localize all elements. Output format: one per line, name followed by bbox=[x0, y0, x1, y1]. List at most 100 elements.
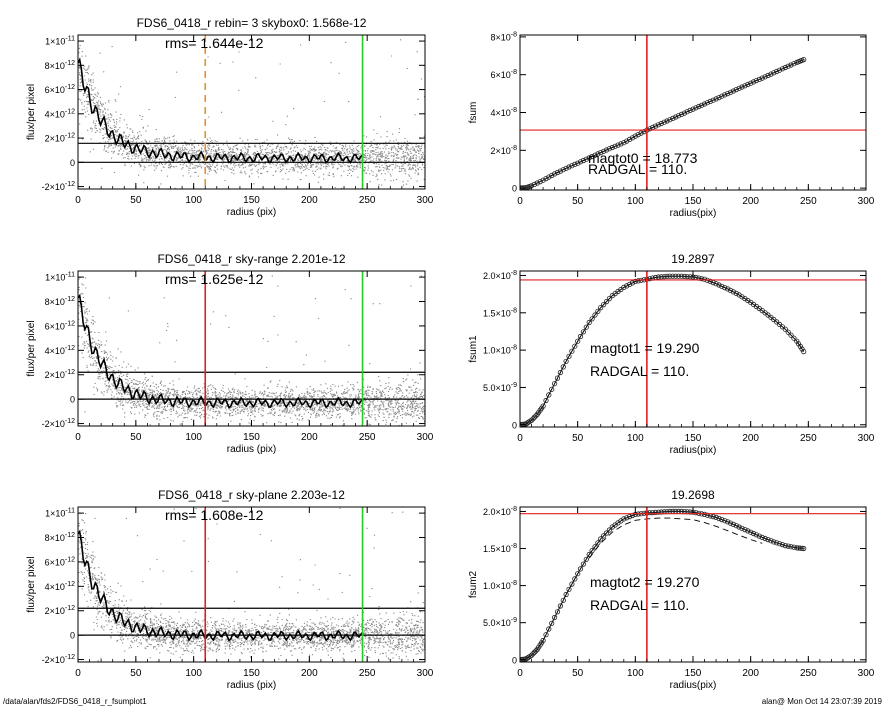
curve-marker bbox=[719, 93, 725, 99]
curve-marker bbox=[739, 525, 745, 531]
chart-annotation: rms= 1.644e-12 bbox=[165, 35, 264, 51]
y-tick-label: 0 bbox=[512, 184, 517, 194]
curve-marker bbox=[773, 68, 780, 75]
curve-marker bbox=[530, 651, 536, 657]
curve-marker bbox=[580, 329, 587, 335]
y-axis-label: flux/per pixel bbox=[26, 84, 37, 140]
curve-marker bbox=[678, 111, 685, 118]
curve-marker bbox=[575, 338, 581, 344]
curve-marker bbox=[788, 62, 794, 68]
chart-annotation: rms= 1.608e-12 bbox=[165, 507, 264, 523]
curve-marker bbox=[696, 103, 702, 110]
curve-marker bbox=[753, 78, 760, 84]
curve-marker bbox=[678, 273, 685, 279]
curve-marker bbox=[797, 343, 803, 349]
curve-marker bbox=[603, 530, 610, 536]
curve-marker bbox=[768, 71, 774, 77]
curve-marker bbox=[655, 274, 662, 280]
y-tick-label: 8×10-12 bbox=[45, 532, 76, 543]
y-tick-label: 0 bbox=[512, 655, 517, 665]
profile-line bbox=[78, 293, 364, 409]
curve-marker bbox=[557, 603, 564, 609]
curve-marker bbox=[661, 119, 667, 125]
curve-marker bbox=[618, 141, 624, 147]
curve-marker bbox=[673, 114, 679, 120]
curve-marker bbox=[626, 281, 633, 287]
x-tick-label: 250 bbox=[359, 432, 376, 443]
curve-marker bbox=[655, 509, 662, 515]
curve-marker bbox=[577, 159, 584, 165]
curve-marker bbox=[687, 274, 693, 280]
curve-marker bbox=[606, 295, 613, 302]
curve-marker bbox=[776, 67, 783, 73]
x-tick-label: 50 bbox=[130, 195, 142, 206]
curve-marker bbox=[794, 545, 800, 551]
curve-marker bbox=[632, 278, 638, 284]
y-tick-label: 5.0×10-9 bbox=[483, 382, 517, 393]
x-tick-label: 200 bbox=[301, 668, 318, 679]
plot-frame bbox=[519, 34, 867, 191]
y-axis-label: fsum bbox=[468, 102, 479, 124]
x-tick-label: 300 bbox=[858, 668, 875, 679]
curve-marker bbox=[635, 132, 641, 138]
chart-p2: 0 50 100 150 200 250 300 8×10-8 6×10-8 4×10-8 2×10… bbox=[468, 31, 875, 219]
curve-marker bbox=[583, 324, 589, 330]
x-axis-label: radius(pix) bbox=[670, 208, 717, 219]
curve-marker bbox=[724, 286, 731, 292]
y-tick-label: 4×10-8 bbox=[490, 107, 517, 118]
curve-marker bbox=[701, 276, 708, 282]
y-tick-label: 6×10-12 bbox=[45, 84, 76, 95]
x-tick-label: 200 bbox=[742, 668, 759, 679]
curve-marker bbox=[730, 521, 737, 528]
curve-marker bbox=[745, 81, 751, 88]
curve-marker bbox=[750, 79, 757, 85]
curve-marker bbox=[546, 626, 552, 632]
curve-marker bbox=[554, 169, 561, 176]
curve-marker bbox=[698, 276, 705, 282]
curve-marker bbox=[673, 273, 679, 279]
curve-marker bbox=[569, 348, 575, 354]
curve-marker bbox=[652, 509, 659, 516]
curve-marker bbox=[531, 414, 538, 420]
curve-marker bbox=[742, 83, 748, 89]
curve-marker bbox=[681, 110, 688, 116]
curve-marker bbox=[595, 308, 601, 314]
curve-marker bbox=[727, 89, 734, 95]
curve-marker bbox=[528, 652, 535, 658]
y-tick-label: 2.0×10-8 bbox=[483, 506, 517, 517]
y-tick-label: 4×10-12 bbox=[45, 581, 76, 592]
curve-marker bbox=[533, 648, 539, 654]
profile-line bbox=[78, 57, 364, 164]
curve-marker bbox=[693, 105, 699, 111]
curve-marker bbox=[534, 180, 540, 186]
x-axis-label: radius(pix) bbox=[670, 445, 717, 456]
curve-marker bbox=[566, 164, 572, 170]
chart-title: FDS6_0418_r sky-range 2.201e-12 bbox=[157, 252, 345, 266]
y-tick-label: 8×10-12 bbox=[45, 60, 76, 71]
curve-marker bbox=[606, 527, 613, 533]
curve-marker bbox=[788, 544, 794, 550]
y-tick-label: 0 bbox=[512, 420, 517, 430]
curve-marker bbox=[551, 381, 558, 387]
curve-marker bbox=[575, 160, 581, 166]
curve-marker bbox=[572, 576, 578, 582]
x-axis-label: radius (pix) bbox=[227, 680, 276, 691]
curve-marker bbox=[704, 100, 711, 106]
y-tick-label: 2×10-12 bbox=[45, 605, 76, 616]
curve-marker bbox=[572, 343, 578, 349]
curve-marker bbox=[664, 118, 670, 124]
curve-marker bbox=[546, 174, 552, 180]
curve-marker bbox=[624, 515, 630, 521]
curve-marker bbox=[713, 281, 719, 287]
curve-marker bbox=[600, 301, 607, 308]
curve-marker bbox=[531, 181, 538, 187]
y-tick-label: 1.5×10-8 bbox=[483, 307, 517, 318]
x-tick-label: 200 bbox=[301, 195, 318, 206]
curve-marker bbox=[624, 138, 630, 144]
x-tick-label: 50 bbox=[572, 196, 584, 207]
curve-marker bbox=[739, 84, 745, 90]
chart-title: 19.2698 bbox=[671, 488, 715, 502]
curve-marker bbox=[589, 153, 595, 160]
curve-marker bbox=[693, 510, 699, 516]
